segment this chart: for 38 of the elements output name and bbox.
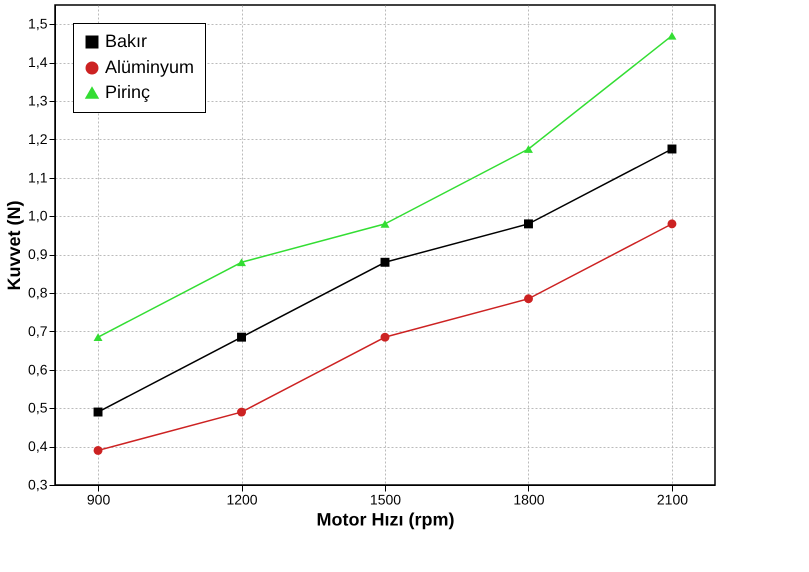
point xyxy=(237,332,246,342)
legend-label: Alüminyum xyxy=(105,57,194,77)
y-tick-label: 0,5 xyxy=(28,400,48,416)
point xyxy=(94,446,103,455)
y-tick-label: 1,1 xyxy=(28,169,48,186)
point xyxy=(94,333,103,342)
y-tick-label: 1,5 xyxy=(28,16,48,32)
point xyxy=(380,220,390,228)
legend-label: Pirinç xyxy=(105,82,150,102)
x-tick-label: 900 xyxy=(86,492,110,508)
point xyxy=(667,32,676,40)
point xyxy=(237,408,246,417)
x-tick-label: 1200 xyxy=(226,492,258,508)
y-axis-title: Kuvvet (N) xyxy=(4,200,24,291)
y-tick-label: 0,8 xyxy=(28,284,48,300)
y-tick-label: 0,6 xyxy=(28,361,48,378)
y-tick-label: 1,0 xyxy=(28,208,48,224)
y-tick-label: 0,4 xyxy=(28,438,48,454)
point xyxy=(524,294,533,304)
y-tick-label: 0,7 xyxy=(28,322,48,339)
point xyxy=(667,219,676,228)
x-tick-label: 2100 xyxy=(656,492,688,508)
point xyxy=(237,258,246,266)
y-tick-label: 1,3 xyxy=(28,92,48,108)
point xyxy=(524,219,533,228)
point xyxy=(524,145,533,153)
point xyxy=(94,408,103,417)
point xyxy=(667,144,676,154)
y-tick-label: 1,4 xyxy=(28,54,48,70)
point xyxy=(380,332,390,342)
legend-label: Bakır xyxy=(105,31,148,51)
x-axis-title: Motor Hızı (rpm) xyxy=(316,510,454,530)
y-tick-label: 0,9 xyxy=(28,246,48,262)
x-tick-label: 1500 xyxy=(370,492,402,508)
y-tick-label: 1,2 xyxy=(28,130,48,147)
x-tick-label: 1800 xyxy=(513,492,545,508)
point xyxy=(380,258,390,267)
y-tick-label: 0,3 xyxy=(28,476,48,492)
